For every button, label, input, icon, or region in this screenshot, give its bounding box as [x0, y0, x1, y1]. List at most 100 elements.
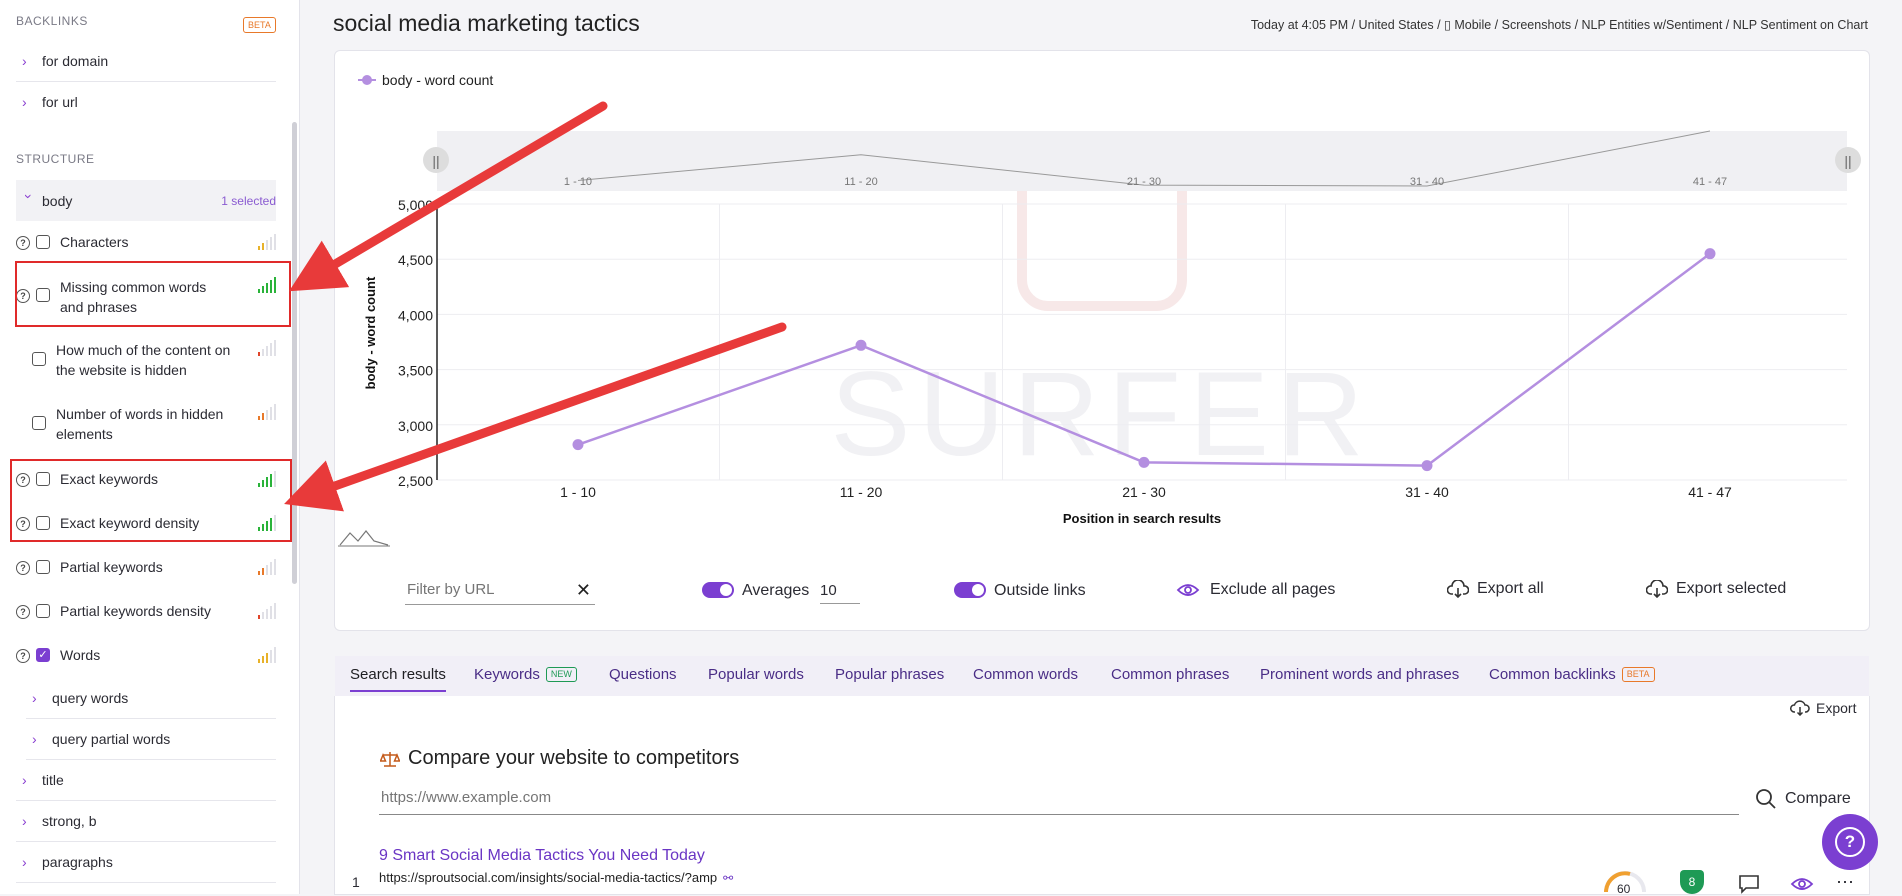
- highlight-box: [15, 261, 291, 327]
- tab-keywords[interactable]: Keywords NEW: [474, 666, 577, 683]
- beta-badge: BETA: [243, 17, 276, 33]
- help-icon[interactable]: ?: [16, 236, 30, 250]
- help-icon[interactable]: ?: [16, 517, 30, 531]
- sidebar-scrollbar[interactable]: [292, 122, 297, 584]
- export-all-button[interactable]: Export all: [1447, 580, 1544, 598]
- sidebar-item-query-words[interactable]: › query words: [26, 677, 276, 719]
- sidebar-item-label: for url: [42, 93, 78, 110]
- eye-icon[interactable]: [1790, 876, 1814, 892]
- help-icon[interactable]: ?: [16, 605, 30, 619]
- option-exact-keywords[interactable]: ? Exact keywords: [16, 469, 276, 489]
- checkbox[interactable]: [32, 352, 46, 366]
- page-title: social media marketing tactics: [333, 10, 640, 36]
- result-url[interactable]: https://sproutsocial.com/insights/social…: [379, 870, 718, 885]
- option-words[interactable]: ? ✓ Words: [16, 645, 276, 665]
- result-title-link[interactable]: 9 Smart Social Media Tactics You Need To…: [379, 847, 705, 864]
- tab-popular-phrases[interactable]: Popular phrases: [835, 666, 945, 683]
- checkbox-checked[interactable]: ✓: [36, 648, 50, 662]
- sidebar-item-title[interactable]: › title: [16, 759, 276, 801]
- y-tick-label: 4,500: [398, 252, 433, 268]
- checkbox[interactable]: [36, 604, 50, 618]
- share-icon[interactable]: ⚯: [723, 870, 734, 885]
- help-icon[interactable]: ?: [16, 561, 30, 575]
- new-badge: NEW: [545, 667, 577, 682]
- option-hidden-content[interactable]: How much of the content on the website i…: [32, 340, 276, 380]
- filter-url-input[interactable]: [405, 580, 569, 599]
- sidebar-item-label: query partial words: [52, 730, 171, 747]
- compare-button[interactable]: Compare: [1755, 788, 1851, 810]
- compare-url-input[interactable]: [379, 788, 983, 807]
- sidebar-item-for-url[interactable]: › for url: [16, 81, 276, 122]
- checkbox[interactable]: [32, 416, 46, 430]
- checkbox[interactable]: [36, 516, 50, 530]
- signal-bars-icon: [258, 404, 276, 420]
- tab-questions[interactable]: Questions: [609, 666, 677, 683]
- clear-icon[interactable]: ✕: [575, 580, 591, 600]
- filter-url-field[interactable]: ✕: [405, 580, 595, 605]
- navigator-tick-label: 41 - 47: [1693, 176, 1727, 188]
- tab-prominent-words[interactable]: Prominent words and phrases: [1260, 666, 1460, 683]
- sidebar-item-label: strong, b: [42, 812, 97, 829]
- export-selected-button[interactable]: Export selected: [1646, 580, 1786, 598]
- export-all-label: Export all: [1477, 580, 1544, 597]
- x-tick-label: 11 - 20: [840, 484, 883, 500]
- outside-links-toggle[interactable]: [954, 582, 986, 598]
- compare-label: Compare: [1785, 790, 1851, 807]
- x-tick-label: 31 - 40: [1405, 484, 1449, 500]
- option-label: Missing common words and phrases: [60, 279, 207, 315]
- sidebar-item-for-domain[interactable]: › for domain: [16, 40, 276, 82]
- option-partial-keywords[interactable]: ? Partial keywords: [16, 557, 276, 577]
- chevron-right-icon: ›: [22, 52, 27, 69]
- data-point: [1704, 248, 1716, 260]
- more-icon[interactable]: ⋯: [1836, 872, 1854, 892]
- tab-popular-words[interactable]: Popular words: [708, 666, 804, 683]
- shield-badge-icon: 8: [1680, 870, 1704, 894]
- averages-toggle[interactable]: [702, 582, 734, 598]
- sidebar-item-paragraphs[interactable]: › paragraphs: [16, 841, 276, 883]
- help-icon[interactable]: ?: [16, 649, 30, 663]
- checkbox[interactable]: [36, 560, 50, 574]
- option-exact-keyword-density[interactable]: ? Exact keyword density: [16, 513, 276, 533]
- tab-common-words[interactable]: Common words: [973, 666, 1079, 683]
- backlinks-header: BACKLINKS: [16, 14, 88, 28]
- badge-value: 8: [1688, 875, 1696, 889]
- option-missing-common-words[interactable]: ? Missing common words and phrases: [16, 277, 276, 317]
- tab-common-backlinks[interactable]: Common backlinks BETA: [1489, 666, 1655, 683]
- navigator-tick-label: 21 - 30: [1127, 176, 1161, 188]
- comment-icon[interactable]: [1738, 874, 1760, 894]
- x-tick-label: 1 - 10: [560, 484, 596, 500]
- signal-bars-icon: [258, 515, 276, 531]
- sidebar: BACKLINKS BETA › for domain › for url ST…: [0, 0, 300, 894]
- sidebar-item-strong-b[interactable]: › strong, b: [16, 800, 276, 842]
- option-label: Words: [60, 647, 101, 663]
- help-icon[interactable]: ?: [16, 473, 30, 487]
- navigator-handle-right: [1835, 147, 1861, 173]
- exclude-all-pages-button[interactable]: Exclude all pages: [1176, 581, 1335, 599]
- navigator-tick-label: 31 - 40: [1410, 176, 1444, 188]
- option-label: Characters: [60, 234, 129, 250]
- search-icon: [1756, 789, 1776, 809]
- checkbox[interactable]: [36, 235, 50, 249]
- tab-common-phrases[interactable]: Common phrases: [1111, 666, 1230, 683]
- range-navigator: [437, 131, 1847, 191]
- compare-url-field[interactable]: [379, 788, 1739, 815]
- results-tabs: Search results Keywords NEW Questions Pop…: [335, 656, 1869, 696]
- sidebar-item-body[interactable]: › body 1 selected: [16, 180, 276, 221]
- option-hidden-words[interactable]: Number of words in hidden elements: [32, 404, 276, 444]
- chevron-right-icon: ›: [22, 853, 27, 870]
- checkbox[interactable]: [36, 472, 50, 486]
- sidebar-item-query-partial-words[interactable]: › query partial words: [26, 718, 276, 760]
- y-tick-label: 3,000: [398, 418, 433, 434]
- option-characters[interactable]: ? Characters: [16, 232, 276, 252]
- averages-input[interactable]: 10: [820, 580, 860, 604]
- cloud-download-icon: [1646, 580, 1668, 598]
- option-partial-keywords-density[interactable]: ? Partial keywords density: [16, 601, 276, 621]
- cloud-download-icon: [1790, 700, 1810, 716]
- tab-search-results[interactable]: Search results: [350, 666, 446, 692]
- export-button[interactable]: Export: [1790, 700, 1856, 716]
- help-button[interactable]: ?: [1822, 814, 1878, 870]
- chevron-right-icon: ›: [32, 689, 37, 706]
- sidebar-item-label: query words: [52, 689, 129, 706]
- option-label: Number of words in hidden elements: [56, 406, 224, 442]
- checkbox[interactable]: [36, 288, 50, 302]
